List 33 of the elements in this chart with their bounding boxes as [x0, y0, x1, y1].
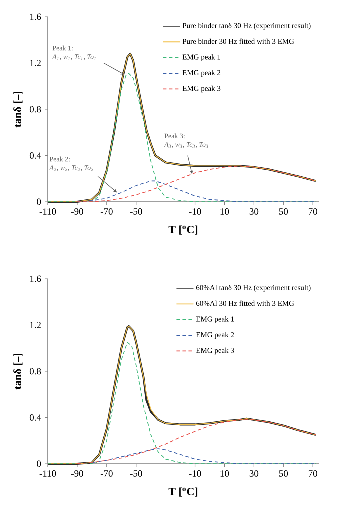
y-tick-label: 0.8 — [30, 106, 42, 113]
x-tick-label: 70 — [308, 208, 318, 215]
x-tick-label: 30 — [250, 470, 259, 477]
x-tick-label: 50 — [279, 208, 288, 215]
x-tick-label: -90 — [71, 470, 84, 477]
x-tick-label: -110 — [40, 208, 56, 215]
y-tick-label: 0.4 — [30, 414, 42, 421]
x-axis-title: T [$^{o}$C] — [168, 488, 198, 497]
y-tick-label: 0 — [37, 460, 42, 468]
x-tick-label: 70 — [308, 470, 318, 477]
x-tick-label: -70 — [100, 470, 113, 477]
y-tick-label: 1.6 — [30, 276, 42, 282]
y-tick-label: 1.2 — [30, 60, 41, 66]
y-tick-label: 0.4 — [30, 152, 42, 159]
x-tick-label: -50 — [130, 208, 142, 215]
x-tick-label: -50 — [130, 470, 142, 477]
y-tick-label: 1.2 — [30, 322, 41, 328]
x-tick-label: -10 — [189, 470, 202, 477]
x-tick-label: 10 — [220, 208, 230, 215]
x-tick-label: 30 — [250, 208, 259, 215]
x-tick-label: 10 — [220, 470, 230, 477]
y-tick-label: 1.6 — [30, 14, 42, 20]
x-tick-label: 50 — [279, 470, 288, 477]
x-tick-label: -10 — [189, 208, 202, 215]
y-tick-label: 0 — [37, 198, 42, 206]
y-tick-label: 0.8 — [30, 368, 42, 375]
line-series — [77, 420, 316, 464]
x-axis-title: T [$^{o}$C] — [168, 226, 198, 235]
x-tick-label: -90 — [71, 208, 84, 215]
y-axis-title: tanδ [–] — [14, 92, 23, 128]
x-tick-label: -70 — [100, 208, 113, 215]
x-tick-label: -110 — [40, 470, 56, 477]
y-axis-title: tanδ [–] — [14, 354, 23, 390]
